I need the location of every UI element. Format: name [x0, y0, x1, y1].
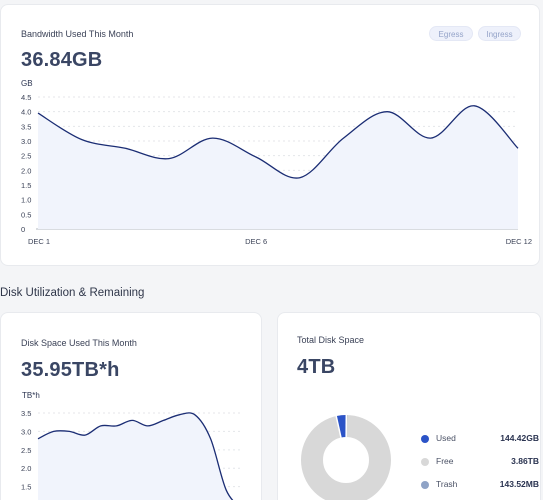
legend-dot-used: [421, 435, 429, 443]
y-tick-label: 0.5: [21, 210, 31, 219]
x-tick-label: DEC 1: [28, 237, 50, 246]
disk-space-title: Disk Space Used This Month: [21, 338, 137, 348]
disk-space-value: 35.95TB*h: [21, 359, 120, 381]
disk-space-area: [38, 412, 233, 500]
y-tick-label: 2.0: [21, 166, 31, 175]
total-disk-card: Total Disk Space 4TB: [277, 312, 541, 500]
legend-value-free: 3.86TB: [511, 456, 539, 466]
x-tick-label: DEC 12: [506, 237, 532, 246]
total-disk-title: Total Disk Space: [297, 335, 365, 345]
y-tick-label: 3.5: [21, 122, 31, 131]
legend-label-used: Used: [436, 433, 456, 443]
legend-value-used: 144.42GB: [500, 433, 539, 443]
legend-free: Free 3.86TB: [421, 455, 539, 469]
tab-egress[interactable]: Egress: [429, 26, 473, 41]
bandwidth-chart: GB 0 0.5 1.0 1.5 2.0 2.5 3.0 3.5 4.0 4.5 DEC 1 DEC 6…: [21, 79, 532, 246]
legend-used: Used 144.42GB: [421, 432, 539, 446]
y-axis-label: TB*h: [22, 391, 40, 400]
section-heading: Disk Utilization & Remaining: [0, 287, 145, 299]
bandwidth-value: 36.84GB: [21, 49, 103, 71]
y-tick-label: 4.5: [21, 93, 31, 102]
legend-value-trash: 143.52MB: [499, 479, 539, 489]
bandwidth-card: Bandwidth Used This Month 36.84GB Egress…: [0, 4, 540, 266]
total-disk-value: 4TB: [297, 356, 336, 378]
y-tick-label: 2.5: [21, 446, 31, 455]
legend-trash: Trash 143.52MB: [421, 478, 539, 492]
x-tick-label: DEC 6: [245, 237, 267, 246]
y-tick-label: 1.5: [21, 483, 31, 492]
y-tick-label: 1.0: [21, 196, 31, 205]
tab-ingress[interactable]: Ingress: [478, 26, 521, 41]
legend-label-free: Free: [436, 456, 454, 466]
bandwidth-title: Bandwidth Used This Month: [21, 29, 134, 39]
y-axis-label: GB: [21, 79, 33, 88]
legend-dot-trash: [421, 481, 429, 489]
disk-space-card: Disk Space Used This Month 35.95TB*h TB*…: [0, 312, 262, 500]
y-tick-label: 3.5: [21, 409, 31, 418]
disk-space-chart: TB*h 1.5 2.0 2.5 3.0 3.5: [21, 391, 242, 500]
bandwidth-line: [37, 105, 519, 179]
y-tick-label: 1.5: [21, 181, 31, 190]
y-tick-label: 0: [21, 225, 25, 234]
legend-label-trash: Trash: [436, 479, 458, 489]
y-tick-label: 3.0: [21, 427, 31, 436]
legend-dot-free: [421, 458, 429, 466]
y-tick-label: 2.0: [21, 464, 31, 473]
y-tick-label: 2.5: [21, 152, 31, 161]
y-tick-label: 4.0: [21, 108, 31, 117]
y-tick-label: 3.0: [21, 137, 31, 146]
disk-space-line: [37, 412, 234, 500]
bandwidth-area: [38, 105, 518, 229]
